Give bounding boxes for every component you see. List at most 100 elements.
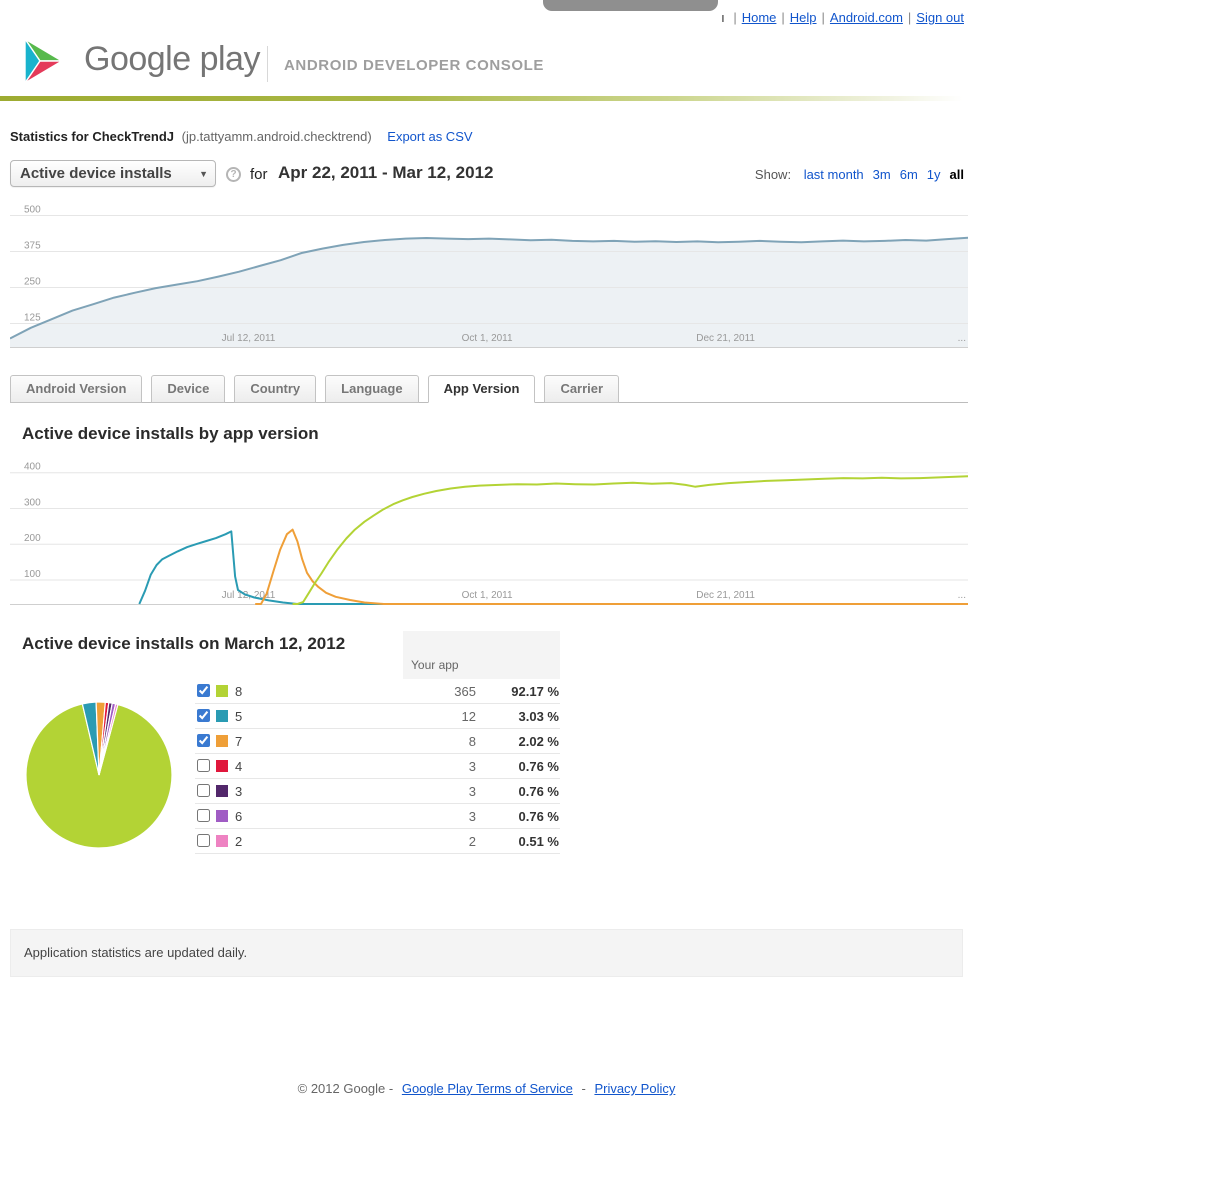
user-label: ı [721,10,725,25]
version-checkbox[interactable] [197,809,210,822]
x-tick-label: Dec 21, 2011 [696,333,755,344]
table-row: 4 3 0.76 % [195,754,560,779]
table-row: 5 12 3.03 % [195,704,560,729]
install-percent: 0.76 % [518,759,559,774]
topbar-link-home[interactable]: Home [741,10,777,25]
version-color-swatch [216,710,228,722]
separator: | [733,10,737,25]
show-range-3m[interactable]: 3m [872,167,891,182]
table-row: 8 365 92.17 % [195,679,560,704]
show-range-1y[interactable]: 1y [926,167,941,182]
version-checkbox[interactable] [197,834,210,847]
show-range-6m[interactable]: 6m [899,167,918,182]
tab-android-version[interactable]: Android Version [10,375,143,403]
version-label: 5 [235,709,243,724]
date-range: Apr 22, 2011 - Mar 12, 2012 [278,163,494,182]
install-percent: 2.02 % [518,734,559,749]
version-checkbox[interactable] [197,709,210,722]
installs-area-fill [10,237,968,348]
y-tick-label: 500 [24,205,41,216]
version-color-swatch [216,685,228,697]
version-checkbox[interactable] [197,734,210,747]
install-count: 3 [468,784,476,799]
version-8-line [292,475,968,605]
top-overlay-decoration [543,0,718,11]
version-color-swatch [216,785,228,797]
y-tick-label: 300 [24,498,41,509]
installs-line [10,236,968,340]
section-title-by-version: Active device installs by app version [22,424,319,443]
x-tick-label: ... [958,590,966,601]
x-tick-label: Oct 1, 2011 [462,333,513,344]
topbar-link-android-com[interactable]: Android.com [829,10,903,25]
install-count: 3 [468,759,476,774]
install-percent: 0.76 % [518,809,559,824]
active-installs-chart: 125 250 375 500 Jul 12, 2011 Oct 1, 2011 Dec 2… [10,204,968,348]
pie-slice-8 [25,703,173,849]
column-header-your-app: Your app [411,658,459,672]
metric-dropdown-value: Active device installs [20,165,172,182]
show-range-last-month[interactable]: last month [803,167,864,182]
version-label: 7 [235,734,243,749]
separator: | [781,10,785,25]
pie-slice-2 [98,703,119,776]
version-label: 2 [235,834,243,849]
copyright-text: © 2012 Google - [297,1081,394,1096]
section-title-on-date: Active device installs on March 12, 2012 [22,634,346,653]
version-color-swatch [216,735,228,747]
footer: © 2012 Google - Google Play Terms of Ser… [10,1081,968,1096]
version-label: 3 [235,784,243,799]
x-tick-label: Jul 12, 2011 [222,333,276,344]
topbar-link-sign-out[interactable]: Sign out [916,10,964,25]
app-version-table: 8 365 92.17 % 5 12 3.03 % 7 8 2.02 % 4 3 0.76 % 3 3 0.… [195,679,560,854]
version-7-line [255,528,968,605]
x-tick-label: ... [958,333,966,344]
install-percent: 0.76 % [518,784,559,799]
package-name: (jp.tattyamm.android.checktrend) [181,129,372,144]
stats-title: Statistics for CheckTrendJ [10,129,174,144]
chevron-down-icon: ▼ [199,169,208,179]
topbar: ı | Home | Help | Android.com | Sign out [721,10,964,25]
install-count: 12 [461,709,476,724]
version-checkbox[interactable] [197,784,210,797]
for-label: for [250,166,268,183]
footer-separator: - [581,1081,586,1096]
help-icon[interactable]: ? [226,167,241,182]
dimension-tabs: Android Version Device Country Language App … [10,374,968,403]
table-row: 2 2 0.51 % [195,829,560,854]
y-tick-label: 375 [24,241,41,252]
version-checkbox[interactable] [197,684,210,697]
tab-carrier[interactable]: Carrier [544,375,620,403]
version-color-swatch [216,760,228,772]
terms-link[interactable]: Google Play Terms of Service [401,1081,573,1096]
x-tick-label: Dec 21, 2011 [696,590,755,601]
install-count: 8 [468,734,476,749]
install-percent: 0.51 % [518,834,559,849]
version-label: 6 [235,809,243,824]
update-notice: Application statistics are updated daily… [10,929,963,977]
y-tick-label: 200 [24,533,41,544]
metric-dropdown[interactable]: Active device installs ▼ [10,160,216,187]
y-tick-label: 250 [24,277,41,288]
topbar-link-help[interactable]: Help [789,10,817,25]
x-tick-label: Oct 1, 2011 [462,590,513,601]
header-divider [267,46,268,82]
export-csv-link[interactable]: Export as CSV [387,129,473,144]
version-label: 8 [235,684,243,699]
header-accent-bar [0,96,963,101]
show-range-all[interactable]: all [949,167,964,182]
google-play-wordmark: Google play [84,40,260,78]
y-tick-label: 400 [24,462,41,473]
console-title: ANDROID DEVELOPER CONSOLE [284,57,545,74]
table-row: 6 3 0.76 % [195,804,560,829]
tab-country[interactable]: Country [234,375,317,403]
privacy-link[interactable]: Privacy Policy [594,1081,676,1096]
app-version-pie-chart [23,698,175,850]
tab-language[interactable]: Language [325,375,419,403]
version-checkbox[interactable] [197,759,210,772]
separator: | [821,10,825,25]
tab-device[interactable]: Device [151,375,226,403]
show-range-group: Show: last month 3m 6m 1y all [755,167,964,182]
tab-app-version[interactable]: App Version [427,375,536,403]
